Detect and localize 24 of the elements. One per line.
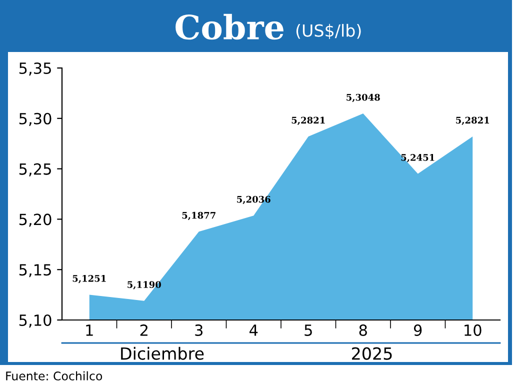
y-tick-label: 5,25 <box>19 163 51 176</box>
text: 5,2821 <box>292 116 325 125</box>
x-tick-label: 9 <box>414 324 422 336</box>
text: 5,1877 <box>182 212 216 220</box>
y-tick-label: 5,35 <box>19 62 51 76</box>
text: 2025 <box>352 347 392 360</box>
x-axis-title: Diciembre <box>121 346 204 360</box>
x-tick-label: 4 <box>250 324 258 336</box>
y-tick-label: 5,10 <box>19 314 52 328</box>
x-tick-label: 5 <box>304 324 312 336</box>
y-tick-label: 5,30 <box>19 112 52 126</box>
y-tick-label: 5,20 <box>19 214 52 227</box>
text: 5,2821 <box>456 116 489 125</box>
x-tick-label: 10 <box>464 324 482 336</box>
x-tick-label: 3 <box>195 324 203 336</box>
chart-subtitle: (US$/lb) <box>296 24 361 40</box>
chart-title: Cobre <box>176 14 284 40</box>
text: 5,3048 <box>346 94 380 102</box>
x-tick-label: 1 <box>86 324 93 336</box>
text: 5,1251 <box>72 275 106 284</box>
x-tick-label: 8 <box>359 324 367 336</box>
y-tick-label: 5,15 <box>19 264 51 278</box>
x-tick-label: 2 <box>140 324 148 336</box>
source-note: Fuente: Cochilco <box>6 371 102 380</box>
